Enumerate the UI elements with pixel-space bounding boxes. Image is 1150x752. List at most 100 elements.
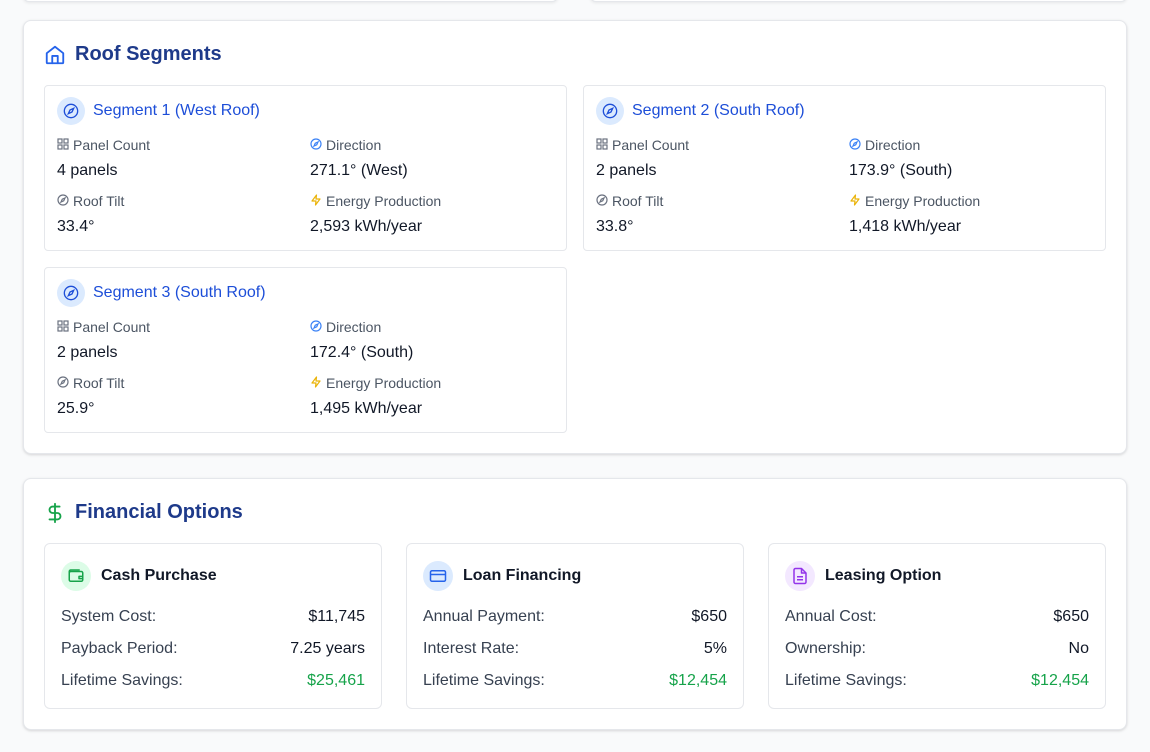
tilt-icon — [596, 193, 608, 209]
option-row-label: Payback Period: — [61, 640, 178, 657]
roof-tilt-value: 33.4° — [57, 218, 95, 235]
cash-purchase-card: Cash Purchase System Cost: $11,745 Payba… — [44, 543, 382, 709]
roof-tilt-label: Roof Tilt — [73, 193, 125, 209]
option-row: Annual Cost: $650 — [785, 608, 1089, 628]
direction-label: Direction — [326, 319, 382, 335]
segment-title: Segment 3 (South Roof) — [93, 284, 266, 301]
wallet-icon — [61, 561, 91, 591]
option-row: Payback Period: 7.25 years — [61, 640, 365, 660]
energy-field: Energy Production 1,495 kWh/year — [310, 374, 441, 418]
panel-count-label: Panel Count — [73, 319, 151, 335]
tilt-icon — [57, 375, 69, 391]
energy-label: Energy Production — [865, 193, 981, 209]
lightning-icon — [310, 193, 322, 209]
roof-segments-title: Roof Segments — [75, 43, 222, 65]
option-row-value: $650 — [1053, 608, 1089, 625]
option-row-value: $650 — [691, 608, 727, 625]
document-icon — [785, 561, 815, 591]
option-row: Lifetime Savings: $12,454 — [785, 672, 1089, 692]
option-row-label: Lifetime Savings: — [785, 672, 907, 689]
panel-count-label: Panel Count — [612, 137, 690, 153]
roof-tilt-field: Roof Tilt 25.9° — [57, 374, 124, 418]
panel-count-field: Panel Count 2 panels — [57, 318, 150, 362]
home-icon — [44, 44, 66, 66]
panel-count-field: Panel Count 2 panels — [596, 136, 689, 180]
direction-field: Direction 271.1° (West) — [310, 136, 408, 180]
option-row-value: 5% — [703, 640, 727, 657]
compass-small-icon — [849, 137, 861, 153]
roof-tilt-field: Roof Tilt 33.8° — [596, 192, 663, 236]
leasing-option-card: Leasing Option Annual Cost: $650 Ownersh… — [768, 543, 1106, 709]
roof-segments-section: Roof Segments Segment 1 (West Roof) Pane… — [23, 20, 1127, 454]
roof-segments-heading: Roof Segments — [44, 43, 222, 66]
roof-tilt-label: Roof Tilt — [612, 193, 664, 209]
option-row: Lifetime Savings: $25,461 — [61, 672, 365, 692]
roof-tilt-field: Roof Tilt 33.4° — [57, 192, 124, 236]
option-row-label: Lifetime Savings: — [423, 672, 545, 689]
previous-card-right — [590, 0, 1127, 2]
panel-count-value: 2 panels — [57, 344, 118, 361]
previous-card-left — [23, 0, 558, 2]
energy-value: 2,593 kWh/year — [310, 218, 423, 235]
option-row: Interest Rate: 5% — [423, 640, 727, 660]
lifetime-savings-value: $12,454 — [669, 672, 727, 689]
compass-small-icon — [310, 137, 322, 153]
direction-field: Direction 172.4° (South) — [310, 318, 413, 362]
grid-icon — [57, 137, 69, 153]
segment-title: Segment 2 (South Roof) — [632, 102, 805, 119]
option-row-value: No — [1068, 640, 1089, 657]
energy-label: Energy Production — [326, 375, 442, 391]
roof-tilt-value: 33.8° — [596, 218, 634, 235]
option-row: Ownership: No — [785, 640, 1089, 660]
option-row-label: System Cost: — [61, 608, 157, 625]
energy-value: 1,418 kWh/year — [849, 218, 962, 235]
option-row-label: Annual Cost: — [785, 608, 877, 625]
compass-icon — [596, 97, 624, 125]
energy-value: 1,495 kWh/year — [310, 400, 423, 417]
option-row: Annual Payment: $650 — [423, 608, 727, 628]
financial-options-title: Financial Options — [75, 501, 243, 523]
option-row: System Cost: $11,745 — [61, 608, 365, 628]
compass-icon — [57, 97, 85, 125]
grid-icon — [596, 137, 608, 153]
option-title: Cash Purchase — [101, 567, 217, 584]
segment-card-1: Segment 1 (West Roof) Panel Count 4 pane… — [44, 85, 567, 251]
tilt-icon — [57, 193, 69, 209]
direction-label: Direction — [865, 137, 921, 153]
direction-label: Direction — [326, 137, 382, 153]
panel-count-value: 2 panels — [596, 162, 657, 179]
grid-icon — [57, 319, 69, 335]
roof-tilt-label: Roof Tilt — [73, 375, 125, 391]
option-title: Loan Financing — [463, 567, 582, 584]
financial-options-heading: Financial Options — [44, 501, 243, 524]
panel-count-value: 4 panels — [57, 162, 118, 179]
loan-financing-card: Loan Financing Annual Payment: $650 Inte… — [406, 543, 744, 709]
direction-value: 271.1° (West) — [310, 162, 408, 179]
energy-field: Energy Production 2,593 kWh/year — [310, 192, 441, 236]
lightning-icon — [849, 193, 861, 209]
direction-field: Direction 173.9° (South) — [849, 136, 952, 180]
compass-icon — [57, 279, 85, 307]
option-row-label: Annual Payment: — [423, 608, 545, 625]
option-row: Lifetime Savings: $12,454 — [423, 672, 727, 692]
energy-field: Energy Production 1,418 kWh/year — [849, 192, 980, 236]
credit-card-icon — [423, 561, 453, 591]
energy-label: Energy Production — [326, 193, 442, 209]
segment-card-2: Segment 2 (South Roof) Panel Count 2 pan… — [583, 85, 1106, 251]
option-row-label: Ownership: — [785, 640, 866, 657]
lightning-icon — [310, 375, 322, 391]
option-row-label: Interest Rate: — [423, 640, 520, 657]
option-row-value: 7.25 years — [290, 640, 365, 657]
option-row-value: $11,745 — [308, 608, 365, 625]
option-row-label: Lifetime Savings: — [61, 672, 183, 689]
option-title: Leasing Option — [825, 567, 942, 584]
financial-options-section: Financial Options Cash Purchase System C… — [23, 478, 1127, 730]
dollar-icon — [44, 502, 66, 524]
lifetime-savings-value: $12,454 — [1031, 672, 1089, 689]
direction-value: 172.4° (South) — [310, 344, 414, 361]
lifetime-savings-value: $25,461 — [307, 672, 365, 689]
panel-count-field: Panel Count 4 panels — [57, 136, 150, 180]
panel-count-label: Panel Count — [73, 137, 151, 153]
segment-title: Segment 1 (West Roof) — [93, 102, 260, 119]
compass-small-icon — [310, 319, 322, 335]
